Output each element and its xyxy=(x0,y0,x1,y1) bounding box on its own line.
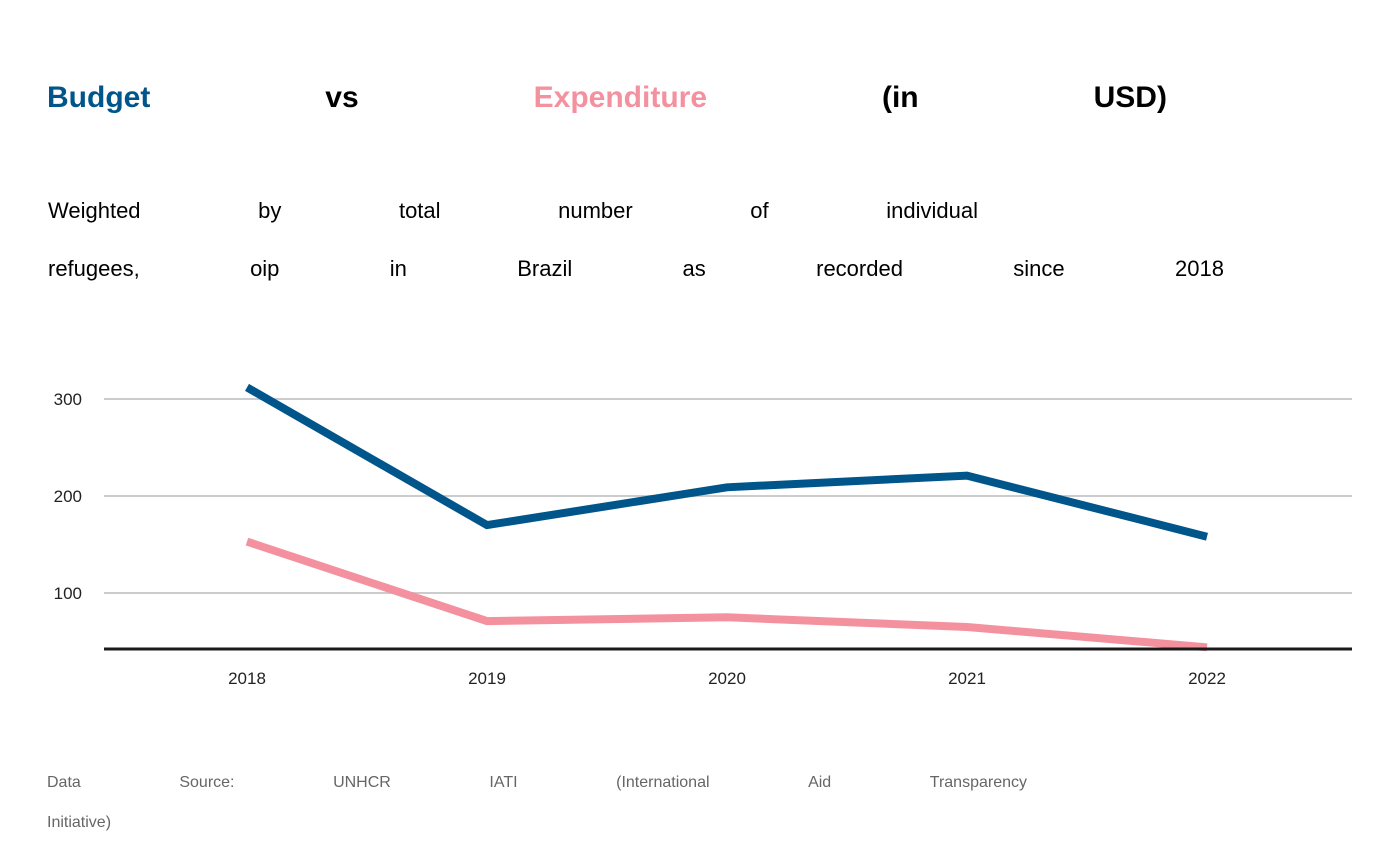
gridlines xyxy=(104,398,1352,594)
subtitle-word: number xyxy=(558,198,633,223)
y-axis-tick-labels: 100 200 300 xyxy=(54,390,82,603)
source-word: IATI xyxy=(489,774,518,791)
source-note-line-2: Initiative) xyxy=(47,812,111,834)
subtitle-word: as xyxy=(682,256,706,281)
title-budget-word: Budget xyxy=(47,81,151,114)
subtitle-word: Weighted xyxy=(48,198,141,223)
title-usd-word: USD) xyxy=(1093,81,1167,114)
subtitle-word: recorded xyxy=(816,256,903,281)
x-tick-label: 2021 xyxy=(948,669,986,688)
y-tick-label: 300 xyxy=(54,390,82,409)
subtitle-word: of xyxy=(750,198,769,223)
title-vs-word: vs xyxy=(325,81,359,114)
x-tick-label: 2020 xyxy=(708,669,746,688)
y-tick-label: 200 xyxy=(54,487,82,506)
data-series xyxy=(245,383,1208,652)
x-tick-label: 2022 xyxy=(1188,669,1226,688)
x-tick-label: 2019 xyxy=(468,669,506,688)
chart-title: Budget vs Expenditure (in USD) xyxy=(47,78,1167,118)
source-word: Transparency xyxy=(929,774,1027,791)
x-tick-label: 2018 xyxy=(228,669,266,688)
subtitle-word: oip xyxy=(250,256,280,281)
source-word: UNHCR xyxy=(333,774,391,791)
subtitle-word: total xyxy=(398,198,441,223)
source-word: (International xyxy=(616,774,710,791)
source-word: Source: xyxy=(179,774,235,791)
source-word: Data xyxy=(47,774,81,791)
series-line-budget xyxy=(245,383,1208,541)
subtitle-word: by xyxy=(258,198,282,223)
chart-subtitle-line-2: refugees, oip in Brazil as recorded sinc… xyxy=(48,254,1224,284)
chart-subtitle-line-1: Weighted by total number of individual xyxy=(48,196,978,226)
title-expenditure-word: Expenditure xyxy=(533,81,708,114)
y-tick-label: 100 xyxy=(54,584,82,603)
line-chart: 100 200 300 2018 2019 2020 2021 2022 xyxy=(54,383,1352,688)
title-in-word: (in xyxy=(881,81,919,114)
subtitle-word: refugees, xyxy=(48,256,140,281)
series-line-expenditure xyxy=(245,537,1208,652)
subtitle-word: 2018 xyxy=(1174,256,1224,281)
subtitle-word: Brazil xyxy=(517,256,573,281)
x-axis-tick-labels: 2018 2019 2020 2021 2022 xyxy=(228,669,1226,688)
source-word: Aid xyxy=(808,774,832,791)
source-note-line-1: Data Source: UNHCR IATI (International A… xyxy=(47,772,1027,794)
subtitle-word: in xyxy=(389,256,407,281)
subtitle-word: individual xyxy=(886,198,978,223)
subtitle-word: since xyxy=(1013,256,1065,281)
source-word: Initiative) xyxy=(47,814,112,831)
